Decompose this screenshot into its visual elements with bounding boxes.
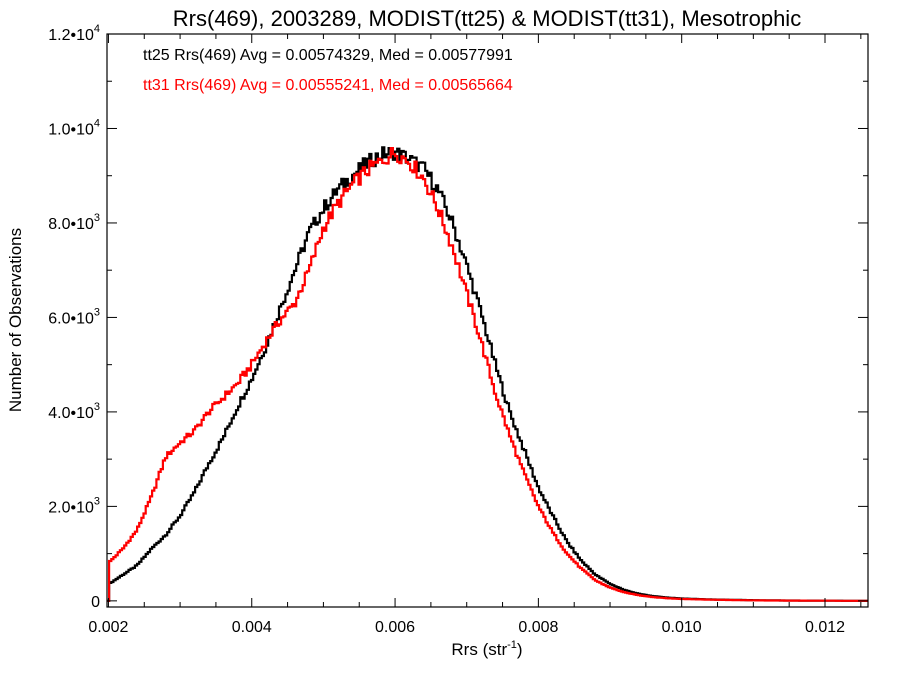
series-tt31-line	[107, 147, 868, 602]
y-tick-label: 0	[91, 594, 100, 611]
series-tt25-line	[107, 146, 868, 602]
x-tick-label: 0.006	[375, 619, 415, 636]
x-tick-label: 0.012	[805, 619, 845, 636]
legend-stats: tt25 Rrs(469) Avg = 0.00574329, Med = 0.…	[143, 47, 513, 94]
y-tick-label: 8.0•103	[48, 212, 100, 233]
y-tick-label: 6.0•103	[48, 306, 100, 327]
tick-layer: 0.002 0.004 0.006 0.008 0.010 0.012 0 2.0•103 4.…	[48, 23, 868, 636]
x-tick-label: 0.008	[518, 619, 558, 636]
chart-title: Rrs(469), 2003289, MODIST(tt25) & MODIST…	[173, 6, 801, 31]
series-tt31-stats: tt31 Rrs(469) Avg = 0.00555241, Med = 0.…	[143, 77, 513, 94]
x-tick-label: 0.002	[88, 619, 128, 636]
x-tick-label: 0.004	[232, 619, 272, 636]
x-axis-label: Rrs (str-1)	[451, 639, 522, 659]
plot-frame	[106, 33, 869, 608]
y-tick-label: 1.2•104	[48, 23, 100, 44]
series-layer	[107, 146, 868, 602]
y-tick-label: 2.0•103	[48, 495, 100, 516]
y-axis-label: Number of Observations	[6, 228, 25, 412]
y-tick-label: 1.0•104	[48, 117, 100, 138]
y-tick-label: 4.0•103	[48, 401, 100, 422]
x-tick-label: 0.010	[662, 619, 702, 636]
series-tt25-stats: tt25 Rrs(469) Avg = 0.00574329, Med = 0.…	[143, 47, 513, 64]
